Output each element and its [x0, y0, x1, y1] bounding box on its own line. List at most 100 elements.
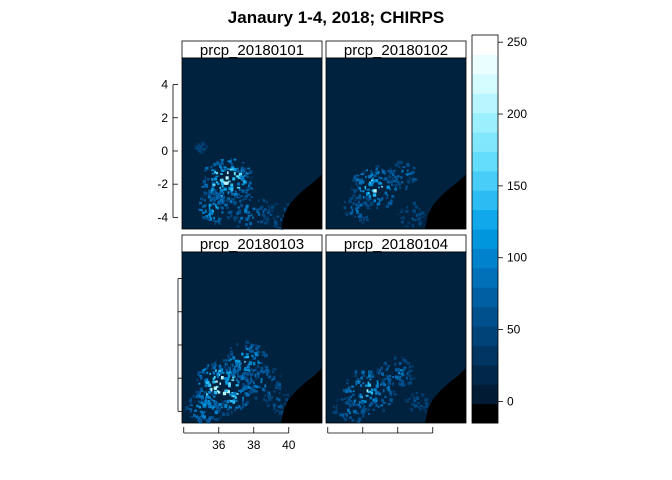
- precip-cell: [350, 201, 352, 204]
- precip-cell: [378, 372, 380, 375]
- precip-cell: [244, 223, 248, 226]
- precip-cell: [230, 187, 234, 192]
- precip-cell: [408, 374, 412, 377]
- precip-cell: [229, 406, 233, 409]
- precip-cell: [235, 175, 240, 178]
- precip-cell: [412, 170, 415, 174]
- precip-cell: [420, 211, 425, 215]
- precip-cell: [335, 408, 338, 411]
- precip-cell: [204, 176, 207, 180]
- precip-cell: [220, 166, 223, 170]
- precip-cell: [413, 219, 417, 222]
- precip-cell: [208, 205, 211, 209]
- precip-cell: [233, 218, 237, 222]
- precip-cell: [216, 390, 219, 392]
- precip-cell: [248, 386, 251, 389]
- precip-cell: [237, 170, 240, 173]
- precip-cell: [368, 196, 372, 200]
- precip-cell: [275, 385, 278, 389]
- precip-cell: [246, 211, 251, 215]
- precip-cell: [245, 172, 250, 175]
- precip-cell: [421, 394, 424, 397]
- precip-cell: [226, 171, 229, 175]
- precip-cell: [244, 180, 247, 184]
- precip-cell: [207, 420, 210, 424]
- precip-cell: [241, 161, 245, 164]
- precip-cell: [207, 364, 210, 367]
- precip-cell: [231, 370, 235, 372]
- precip-cell: [220, 376, 224, 380]
- precip-cell: [218, 195, 222, 199]
- precip-cell: [248, 346, 252, 350]
- precip-cell: [227, 211, 232, 215]
- precip-cell: [358, 401, 361, 404]
- precip-cell: [283, 394, 286, 396]
- precip-cell: [272, 403, 276, 407]
- precip-cell: [281, 409, 285, 412]
- precip-cell: [385, 204, 389, 208]
- precip-cell: [246, 217, 250, 220]
- precip-cell: [375, 179, 378, 183]
- colorbar-swatch: [472, 132, 498, 152]
- precip-cell: [388, 390, 393, 395]
- precip-cell: [284, 209, 286, 212]
- precip-cell: [385, 374, 389, 377]
- precip-cell: [201, 412, 205, 415]
- precip-cell: [378, 198, 381, 203]
- precip-cell: [195, 146, 199, 150]
- precip-cell: [245, 192, 248, 194]
- precip-cell: [230, 215, 233, 217]
- precip-cell: [237, 182, 241, 186]
- precip-cell: [267, 205, 270, 208]
- precip-cell: [215, 193, 218, 196]
- precip-cell: [237, 206, 240, 209]
- precip-cell: [256, 348, 259, 352]
- precip-cell: [369, 401, 374, 406]
- precip-cell: [216, 206, 219, 210]
- precip-cell: [235, 362, 238, 365]
- precip-cell: [204, 183, 208, 186]
- precip-cell: [257, 375, 260, 379]
- precip-cell: [203, 372, 206, 375]
- precip-cell: [216, 372, 219, 376]
- precip-cell: [389, 172, 393, 175]
- precip-cell: [415, 396, 418, 399]
- precip-cell: [389, 398, 393, 402]
- precip-cell: [227, 200, 229, 203]
- precip-cell: [394, 179, 397, 183]
- precip-cell: [271, 204, 275, 208]
- precip-cell: [217, 201, 221, 205]
- precip-cell: [399, 160, 403, 164]
- precip-cell: [277, 405, 280, 409]
- precip-cell: [360, 216, 364, 219]
- colorbar-swatch: [472, 326, 498, 346]
- precip-cell: [232, 395, 235, 398]
- precip-cell: [211, 367, 214, 370]
- precip-cell: [375, 206, 379, 209]
- precip-cell: [271, 379, 274, 381]
- precip-cell: [199, 151, 202, 155]
- precip-cell: [192, 413, 196, 418]
- precip-cell: [245, 340, 249, 344]
- precip-cell: [418, 407, 422, 410]
- precip-cell: [369, 396, 373, 400]
- precip-cell: [260, 381, 263, 383]
- precip-cell: [233, 377, 237, 381]
- precip-cell: [343, 206, 346, 209]
- precip-cell: [239, 195, 242, 198]
- precip-cell: [274, 220, 277, 224]
- precip-cell: [237, 360, 241, 364]
- precip-cell: [204, 379, 207, 382]
- precip-cell: [198, 201, 203, 205]
- precip-cell: [199, 374, 203, 378]
- precip-cell: [343, 417, 348, 421]
- precip-cell: [231, 393, 234, 397]
- precip-cell: [348, 402, 351, 406]
- precip-cell: [280, 406, 283, 409]
- precip-cell: [278, 411, 283, 415]
- precip-cell: [221, 207, 224, 210]
- precip-cell: [198, 371, 202, 374]
- precip-cell: [245, 393, 250, 397]
- precip-cell: [271, 371, 275, 374]
- precip-cell: [208, 203, 212, 207]
